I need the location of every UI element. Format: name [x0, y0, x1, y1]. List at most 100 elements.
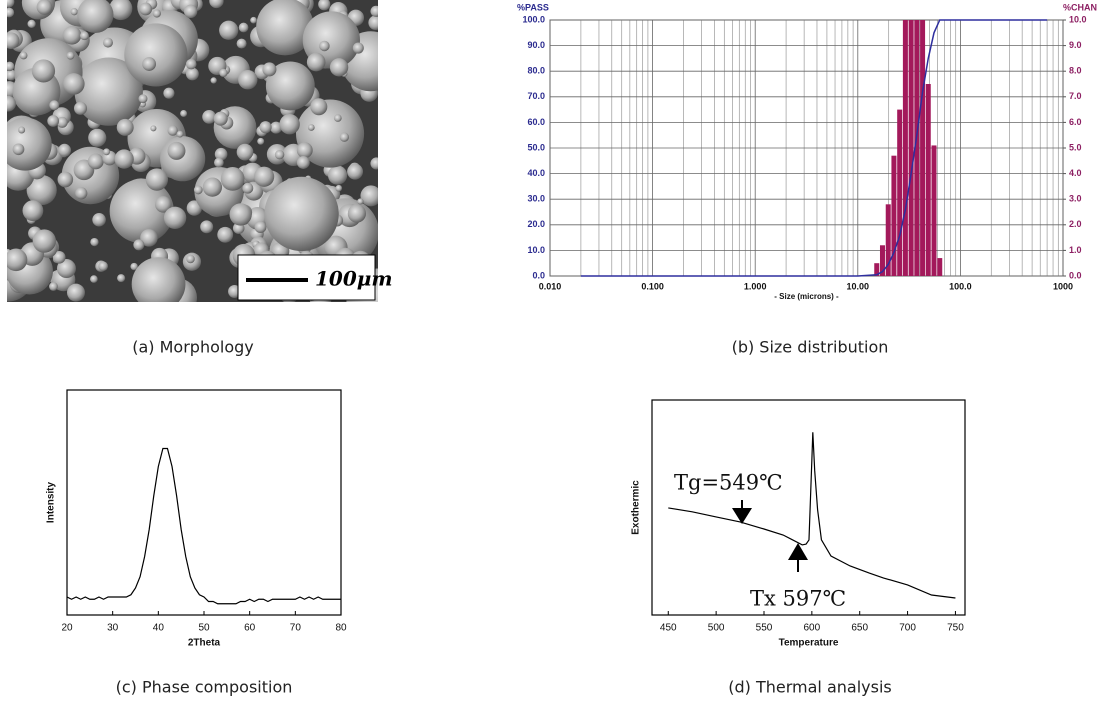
- y-axis-label: Intensity: [46, 482, 57, 524]
- particle: [115, 149, 134, 168]
- particle: [58, 144, 71, 157]
- particle: [194, 186, 203, 195]
- particle: [255, 221, 267, 233]
- particle: [217, 227, 233, 243]
- particle: [139, 3, 152, 16]
- particle: [33, 229, 56, 252]
- particle: [117, 274, 125, 282]
- y-tick-label: 20.0: [527, 219, 545, 229]
- particle: [353, 43, 364, 54]
- particle: [297, 142, 313, 158]
- particle: [221, 167, 245, 191]
- particle: [370, 6, 381, 17]
- particle: [319, 41, 330, 52]
- particle: [133, 239, 144, 250]
- particle: [257, 138, 264, 145]
- caption: (d) Thermal analysis: [728, 678, 891, 697]
- particle: [330, 58, 348, 76]
- particle: [103, 38, 113, 48]
- particle: [20, 52, 28, 60]
- y-tick-label: 70.0: [527, 91, 545, 101]
- bar: [937, 258, 942, 276]
- particle: [340, 133, 349, 142]
- particle: [334, 114, 342, 122]
- particle: [348, 204, 366, 222]
- particle: [214, 112, 228, 126]
- x-tick-label: 30: [107, 623, 119, 634]
- particle: [67, 52, 75, 60]
- caption: (b) Size distribution: [732, 338, 889, 357]
- particle: [164, 207, 186, 229]
- particle: [168, 142, 186, 160]
- data-line: [67, 449, 341, 604]
- x-tick-label: 0.010: [539, 281, 562, 291]
- particle: [230, 203, 252, 225]
- x-tick-label: 550: [756, 623, 773, 634]
- x-tick-label: 0.100: [641, 281, 664, 291]
- y2-tick-label: 10.0: [1069, 14, 1087, 24]
- bar: [920, 20, 925, 276]
- y2-tick-label: 2.0: [1069, 219, 1082, 229]
- x-tick-label: 700: [899, 623, 916, 634]
- caption: (a) Morphology: [132, 338, 254, 357]
- y2-tick-label: 0.0: [1069, 270, 1082, 280]
- particle: [3, 32, 20, 49]
- particle: [360, 185, 381, 206]
- particle: [219, 69, 227, 77]
- x-axis-label: Temperature: [779, 638, 839, 649]
- x-tick-label: 600: [804, 623, 821, 634]
- plot-frame: [652, 400, 965, 615]
- bar: [891, 156, 896, 276]
- particle: [88, 154, 104, 170]
- y2-tick-label: 4.0: [1069, 168, 1082, 178]
- particle: [63, 73, 85, 95]
- x-tick-label: 70: [290, 623, 302, 634]
- particle: [239, 23, 249, 33]
- particle: [80, 31, 89, 40]
- particle: [203, 178, 222, 197]
- particle: [146, 168, 168, 190]
- particle: [37, 0, 53, 15]
- particle: [219, 21, 238, 40]
- y-tick-label: 40.0: [527, 168, 545, 178]
- y2-tick-label: 5.0: [1069, 142, 1082, 152]
- particle: [32, 59, 55, 82]
- bar: [909, 20, 914, 276]
- x-tick-label: 60: [244, 623, 256, 634]
- particle: [238, 70, 257, 89]
- particle: [90, 238, 98, 246]
- particle: [49, 282, 58, 291]
- particle: [5, 62, 15, 72]
- x-tick-label: 750: [947, 623, 964, 634]
- particle: [88, 129, 106, 147]
- x-tick-label: 650: [851, 623, 868, 634]
- y-axis-label: %PASS: [517, 2, 549, 12]
- y2-tick-label: 8.0: [1069, 66, 1082, 76]
- particle: [254, 167, 274, 187]
- y-tick-label: 0.0: [532, 270, 545, 280]
- particle: [214, 158, 224, 168]
- y-tick-label: 10.0: [527, 245, 545, 255]
- particle: [307, 53, 326, 72]
- particle: [237, 144, 254, 161]
- particle: [117, 119, 134, 136]
- y2-tick-label: 9.0: [1069, 40, 1082, 50]
- particle: [180, 110, 187, 117]
- arrow-head: [788, 543, 808, 560]
- y-tick-label: 100.0: [522, 14, 545, 24]
- arrow-head: [732, 508, 752, 524]
- particle: [75, 187, 87, 199]
- y-tick-label: 90.0: [527, 40, 545, 50]
- particle: [5, 8, 15, 18]
- particle: [58, 172, 74, 188]
- bar: [926, 84, 931, 276]
- particle: [168, 125, 178, 135]
- x-tick-label: 50: [198, 623, 210, 634]
- particle: [18, 127, 25, 134]
- particle: [347, 164, 363, 180]
- particle: [13, 143, 25, 155]
- particle: [237, 39, 247, 49]
- particle: [200, 220, 213, 233]
- y-tick-label: 80.0: [527, 66, 545, 76]
- x-tick-label: 500: [708, 623, 725, 634]
